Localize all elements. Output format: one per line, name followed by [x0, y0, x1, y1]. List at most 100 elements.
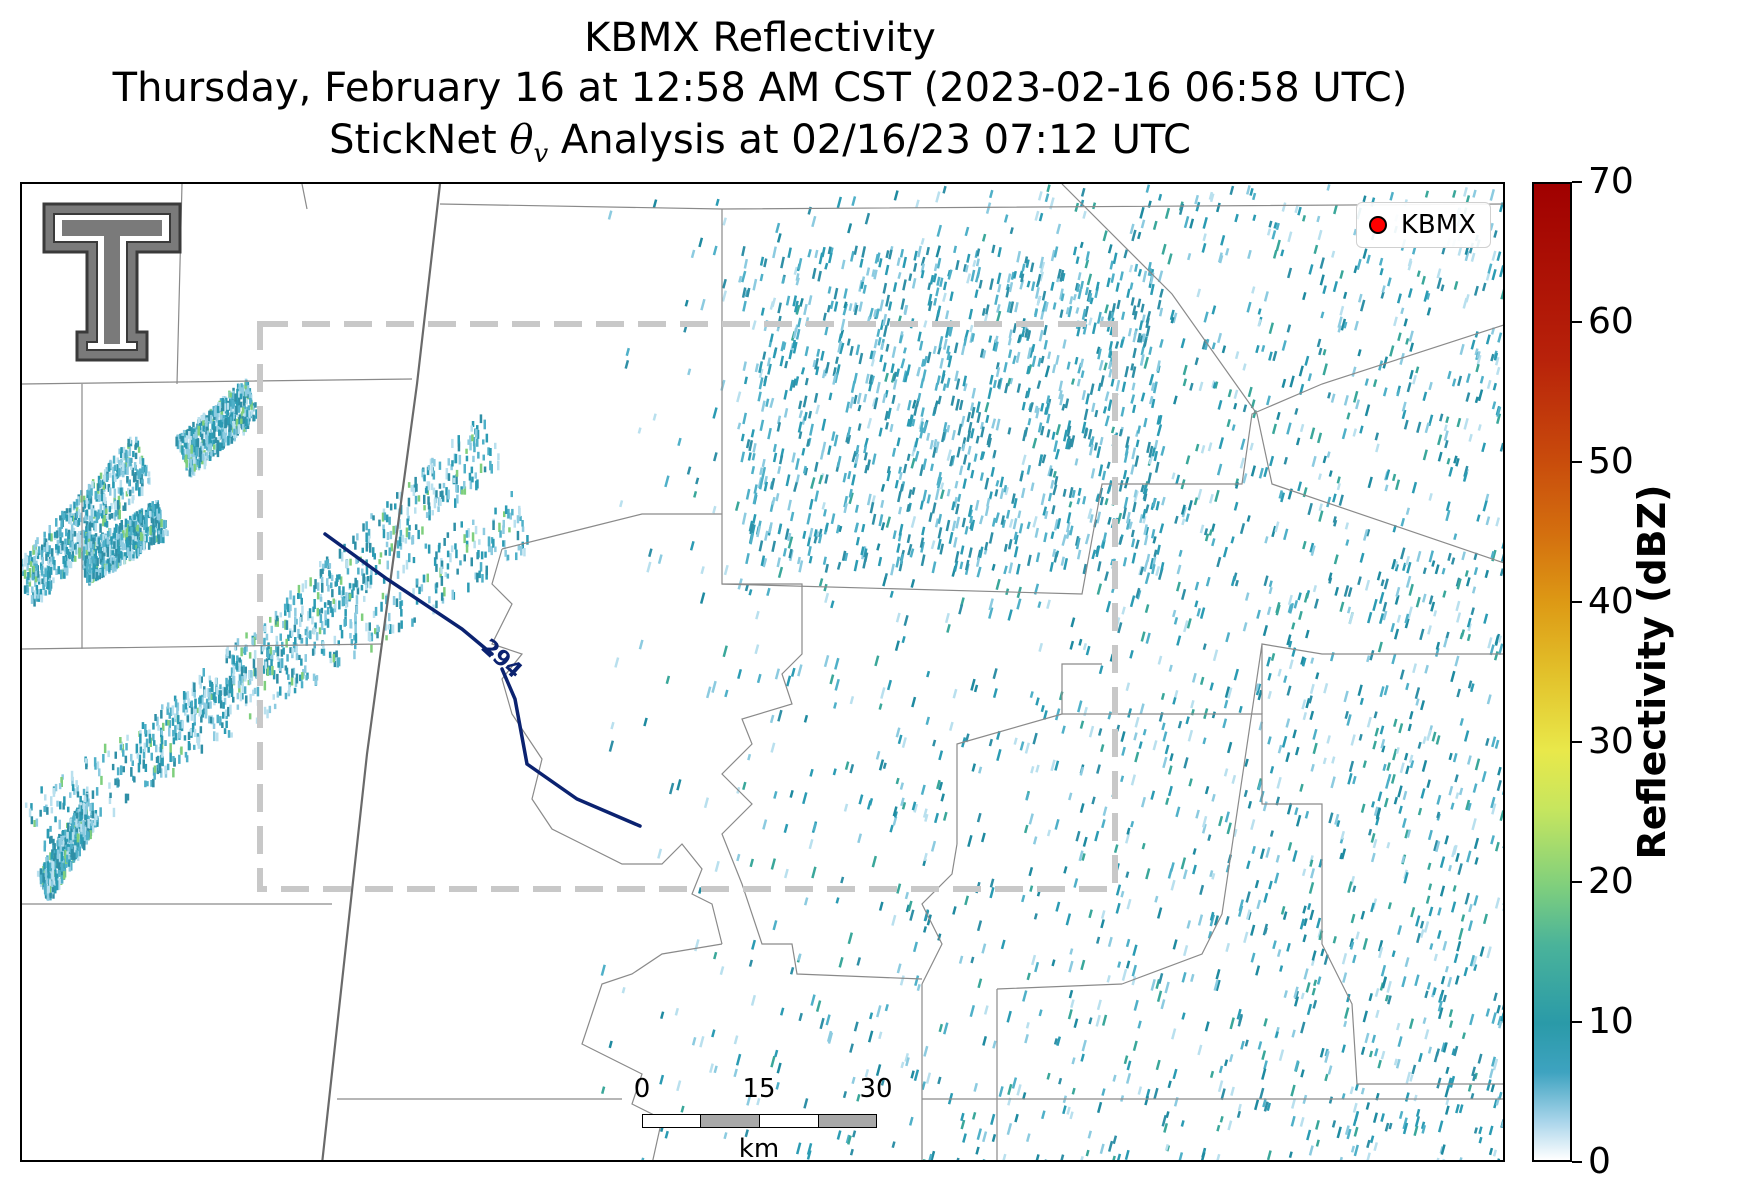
- radar-echo-pixel: [1420, 1121, 1426, 1130]
- radar-echo-pixel: [227, 730, 231, 738]
- radar-echo-pixel: [123, 463, 127, 471]
- radar-echo-pixel: [819, 1017, 825, 1030]
- radar-echo-pixel: [853, 1021, 859, 1032]
- radar-echo-pixel: [232, 411, 235, 421]
- radar-echo-pixel: [849, 764, 855, 774]
- radar-echo-pixel: [56, 800, 59, 807]
- radar-echo-pixel: [1135, 587, 1141, 599]
- radar-echo-pixel: [1324, 1050, 1330, 1063]
- radar-echo-pixel: [793, 300, 799, 313]
- radar-echo-pixel: [968, 308, 974, 320]
- radar-echo-pixel: [1484, 569, 1490, 579]
- radar-echo-pixel: [228, 429, 231, 438]
- radar-echo-pixel: [985, 202, 992, 214]
- radar-echo-pixel: [776, 421, 782, 432]
- radar-echo-pixel: [1019, 473, 1024, 481]
- radar-echo-pixel: [1498, 1020, 1503, 1029]
- radar-echo-pixel: [218, 402, 221, 411]
- radar-echo-pixel: [453, 477, 456, 483]
- radar-echo-pixel: [443, 587, 446, 597]
- radar-echo-pixel: [1040, 355, 1045, 364]
- radar-echo-pixel: [1107, 936, 1113, 948]
- radar-echo-pixel: [199, 695, 202, 704]
- radar-echo-pixel: [1288, 659, 1294, 670]
- radar-echo-pixel: [405, 527, 409, 538]
- radar-echo-pixel: [190, 714, 194, 721]
- radar-echo-pixel: [877, 337, 882, 346]
- radar-echo-pixel: [638, 639, 644, 650]
- radar-echo-pixel: [48, 575, 51, 585]
- radar-echo-pixel: [1160, 562, 1165, 572]
- radar-echo-pixel: [114, 556, 117, 565]
- radar-echo-pixel: [925, 1072, 932, 1084]
- radar-echo-pixel: [35, 549, 38, 556]
- radar-echo-pixel: [1415, 1108, 1421, 1117]
- radar-echo-pixel: [144, 780, 147, 788]
- radar-echo-pixel: [911, 696, 917, 708]
- radar-echo-pixel: [907, 543, 913, 556]
- radar-echo-pixel: [440, 566, 443, 574]
- radar-echo-pixel: [1125, 938, 1131, 948]
- radar-echo-pixel: [1026, 280, 1031, 288]
- radar-echo-pixel: [360, 584, 364, 591]
- radar-echo-pixel: [1364, 378, 1369, 386]
- radar-echo-pixel: [1157, 655, 1163, 665]
- radar-echo-pixel: [444, 572, 447, 578]
- radar-echo-pixel: [469, 479, 473, 490]
- radar-echo-pixel: [468, 472, 472, 481]
- radar-echo-pixel: [1301, 699, 1307, 710]
- radar-echo-pixel: [1007, 337, 1012, 346]
- radar-echo-pixel: [855, 536, 860, 546]
- radar-echo-pixel: [236, 655, 239, 662]
- radar-echo-pixel: [360, 613, 364, 621]
- radar-echo-pixel: [878, 901, 884, 911]
- radar-echo-pixel: [1435, 1048, 1441, 1057]
- radar-echo-pixel: [287, 603, 290, 613]
- radar-echo-pixel: [1410, 907, 1416, 918]
- radar-map[interactable]: 294 KBMX 0 15 30 km: [20, 182, 1505, 1162]
- radar-echo-pixel: [237, 680, 241, 689]
- radar-echo-pixel: [802, 530, 807, 539]
- radar-echo-pixel: [1283, 456, 1288, 465]
- radar-echo-pixel: [1040, 402, 1045, 412]
- radar-echo-pixel: [1264, 536, 1269, 544]
- radar-echo-pixel: [1409, 1074, 1414, 1082]
- radar-echo-pixel: [733, 1035, 739, 1045]
- radar-echo-pixel: [902, 347, 907, 354]
- radar-echo-pixel: [1343, 690, 1349, 703]
- radar-echo-pixel: [30, 557, 34, 563]
- radar-echo-pixel: [174, 699, 178, 708]
- radar-echo-pixel: [920, 237, 925, 245]
- radar-echo-pixel: [1299, 1117, 1305, 1127]
- radar-echo-pixel: [349, 619, 352, 629]
- radar-echo-pixel: [115, 473, 118, 480]
- radar-echo-pixel: [276, 617, 279, 627]
- radar-echo-pixel: [427, 496, 430, 505]
- radar-echo-pixel: [1336, 476, 1341, 484]
- radar-echo-pixel: [198, 447, 201, 458]
- radar-echo-pixel: [1262, 1098, 1267, 1108]
- radar-echo-pixel: [1012, 322, 1018, 334]
- radar-echo-pixel: [897, 272, 902, 280]
- radar-echo-pixel: [186, 447, 189, 455]
- radar-echo-pixel: [890, 563, 895, 576]
- radar-echo-pixel: [1431, 560, 1436, 567]
- radar-echo-pixel: [922, 421, 928, 434]
- radar-echo-pixel: [268, 705, 272, 714]
- radar-echo-pixel: [871, 453, 877, 465]
- radar-echo-pixel: [1276, 411, 1281, 421]
- radar-echo-pixel: [870, 358, 875, 367]
- radar-echo-pixel: [1145, 184, 1151, 193]
- radar-echo-pixel: [1223, 768, 1229, 777]
- radar-echo-pixel: [837, 340, 843, 353]
- radar-echo-pixel: [383, 512, 387, 521]
- radar-echo-pixel: [1368, 828, 1373, 836]
- radar-echo-pixel: [1280, 249, 1285, 257]
- radar-echo-pixel: [1370, 852, 1376, 863]
- radar-echo-pixel: [1339, 270, 1344, 279]
- radar-echo-pixel: [1077, 272, 1082, 281]
- radar-echo-pixel: [1096, 446, 1102, 459]
- radar-echo-pixel: [1240, 1040, 1245, 1050]
- radar-echo-pixel: [230, 684, 233, 690]
- radar-echo-pixel: [1052, 302, 1057, 310]
